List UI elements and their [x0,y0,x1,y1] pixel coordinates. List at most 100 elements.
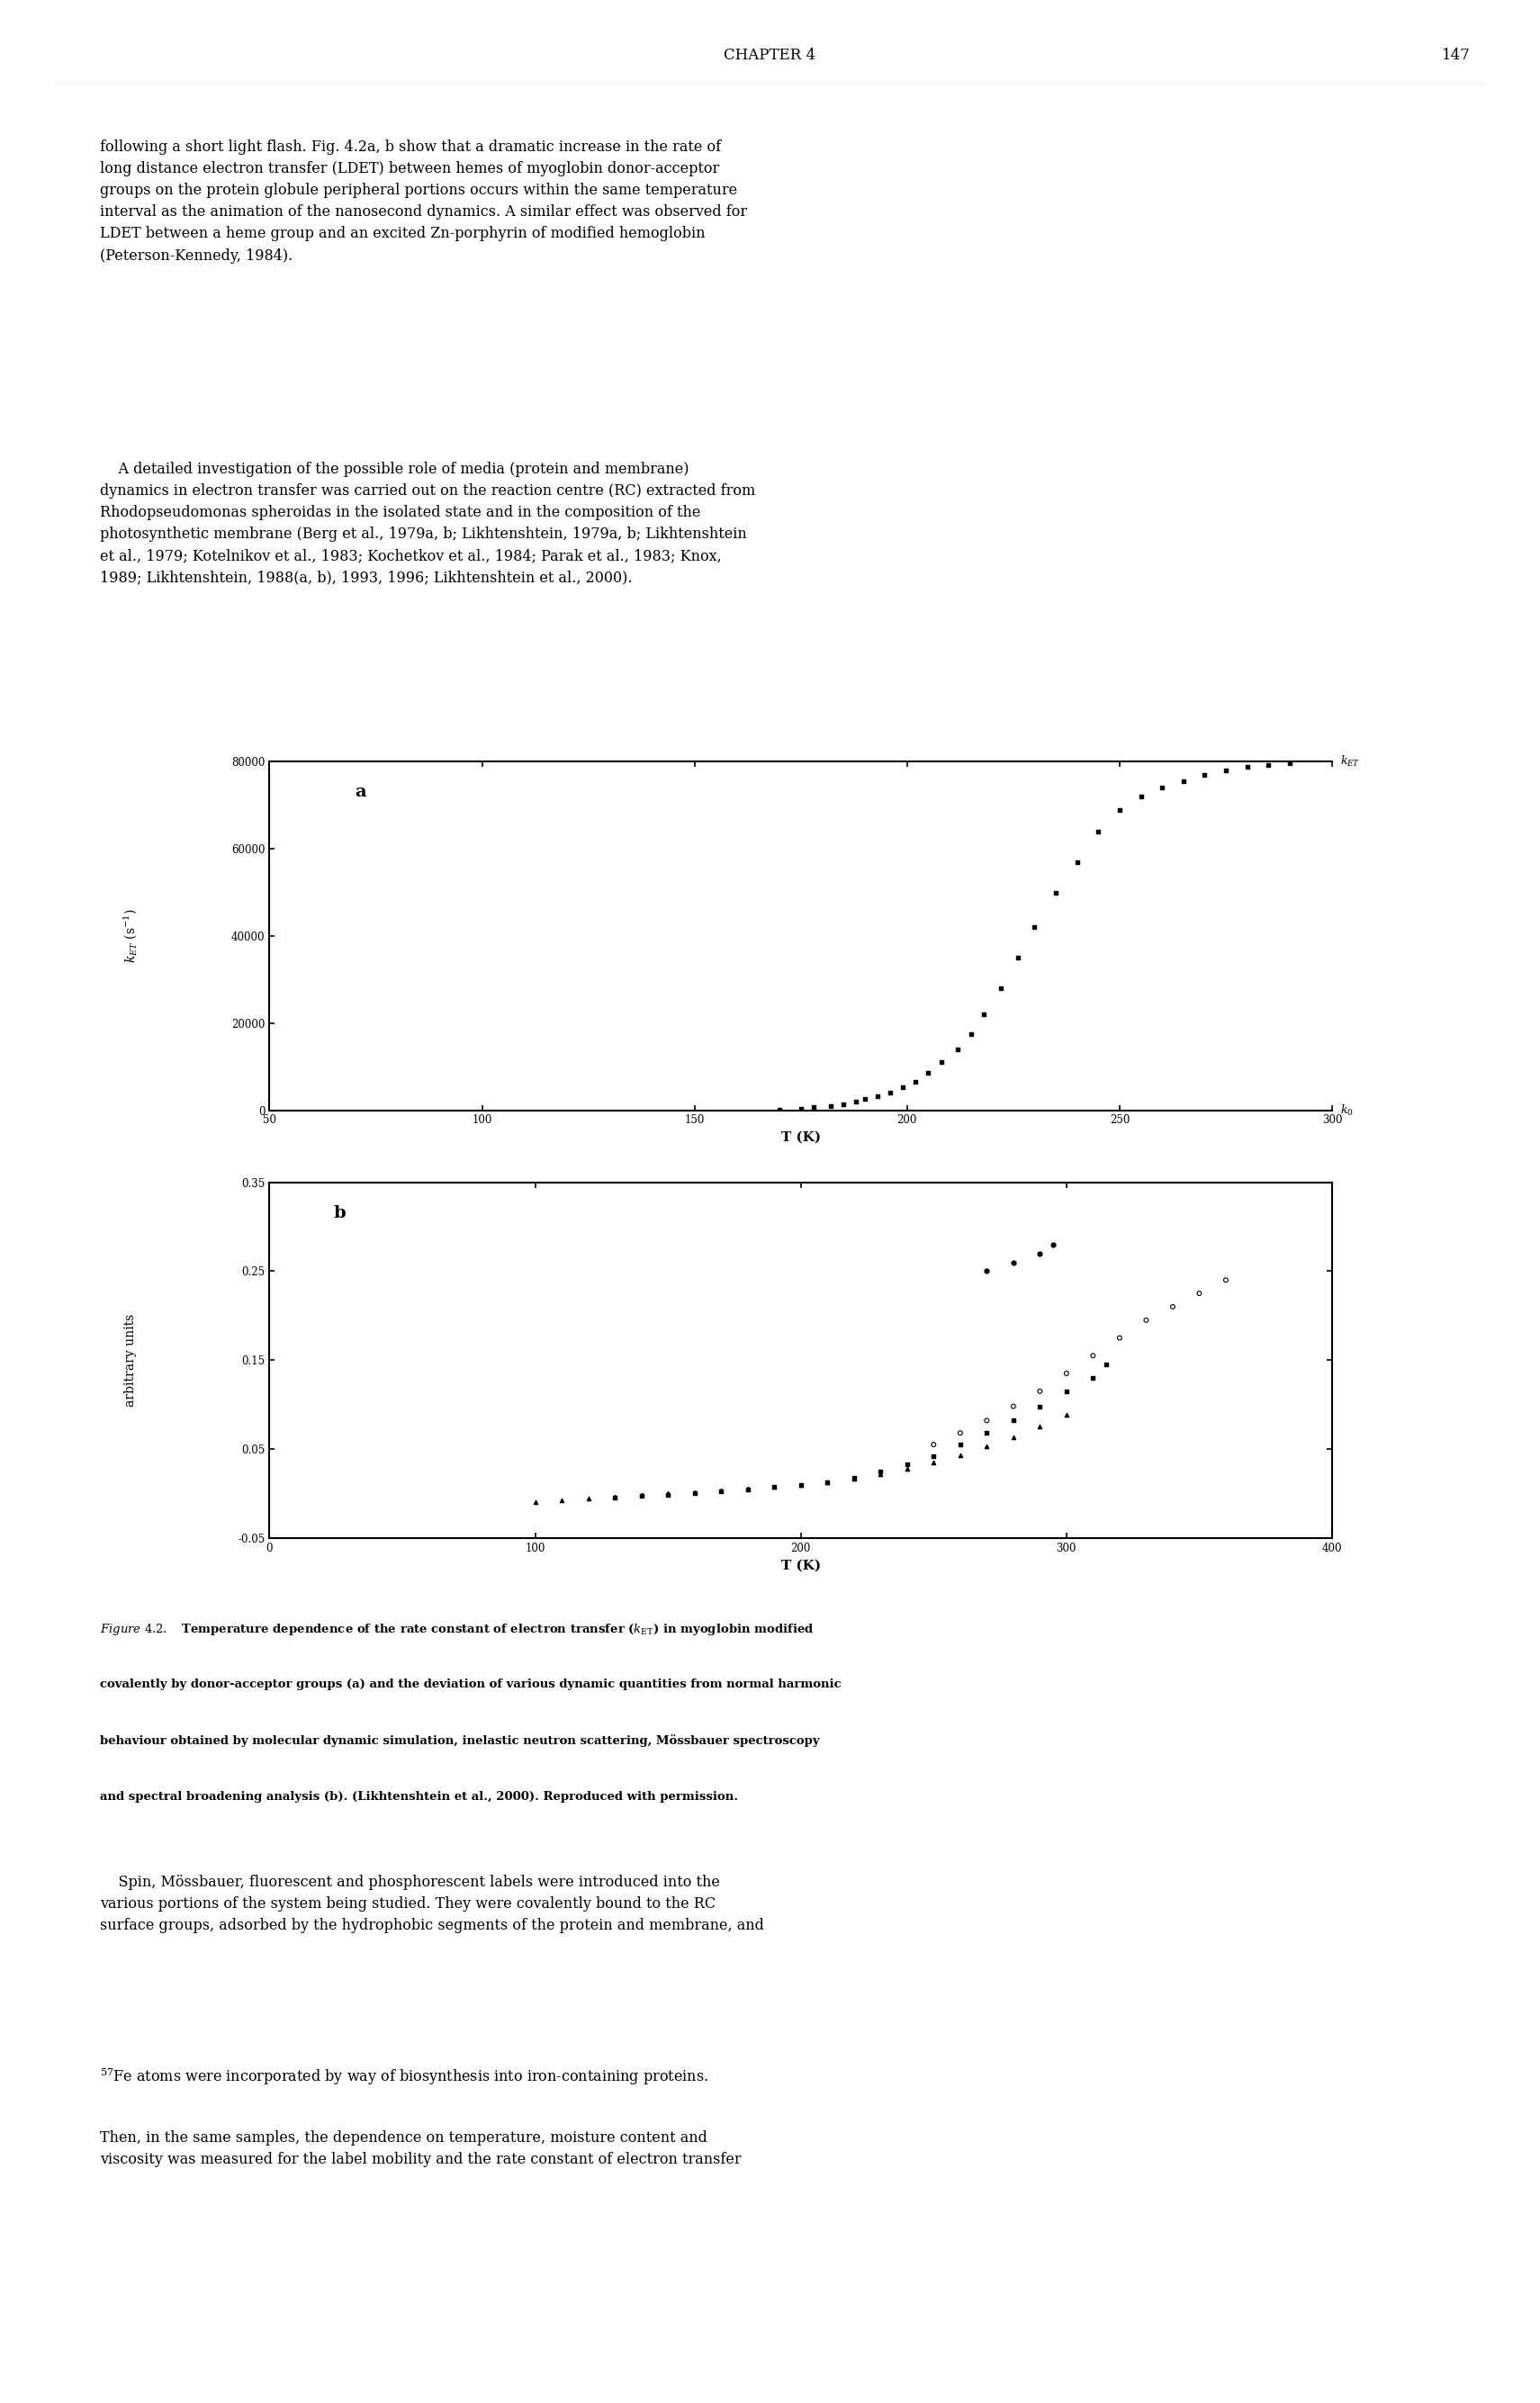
Text: $k_{ET}$: $k_{ET}$ [1340,755,1360,769]
Point [1086,812,1110,851]
Point [1001,1401,1026,1439]
Point [1001,1242,1026,1281]
Point [788,1466,813,1504]
Text: and spectral broadening analysis (b). (Likhtenshtein et al., 2000). Reproduced w: and spectral broadening analysis (b). (L… [100,1790,738,1802]
Point [656,1475,681,1514]
Text: $k_{ET}$ (s$^{-1}$): $k_{ET}$ (s$^{-1}$) [122,908,140,964]
Point [844,1084,869,1122]
Text: behaviour obtained by molecular dynamic simulation, inelastic neutron scattering: behaviour obtained by molecular dynamic … [100,1735,819,1747]
Text: Spin, Mössbauer, fluorescent and phosphorescent labels were introduced into the
: Spin, Mössbauer, fluorescent and phospho… [100,1874,764,1932]
Point [841,1459,865,1497]
Point [1027,1372,1052,1411]
Point [865,1077,890,1115]
Point [576,1480,601,1519]
Point [815,1463,839,1502]
Point [1170,762,1195,800]
Point [1150,769,1175,807]
Point [975,1427,999,1466]
Point [972,995,996,1033]
Point [682,1473,707,1514]
Point [628,1478,653,1516]
Point [975,1401,999,1439]
Point [975,1252,999,1290]
Point [1129,776,1153,815]
Point [1107,1319,1132,1358]
Point [1161,1288,1186,1326]
Point [895,1449,919,1487]
Point [890,1069,915,1108]
Text: 147: 147 [1441,48,1471,62]
Point [852,1079,876,1117]
Point [1001,1418,1026,1456]
Point [801,1089,825,1127]
X-axis label: T (K): T (K) [781,1132,821,1144]
Point [895,1444,919,1483]
Point [975,1413,999,1451]
Text: arbitrary units: arbitrary units [125,1314,137,1406]
Point [1081,1336,1106,1375]
Point [1064,843,1089,882]
Point [947,1437,972,1475]
Point [946,1031,970,1069]
Text: a: a [354,783,367,800]
Point [1006,940,1030,978]
Point [1001,1387,1026,1425]
Point [1053,1396,1078,1435]
Point [1133,1300,1158,1338]
Point [550,1480,574,1519]
Point [735,1471,759,1509]
Point [1235,747,1260,786]
Point [869,1451,893,1490]
Point [841,1459,865,1497]
Point [1044,872,1069,911]
Point [762,1468,787,1507]
Point [1277,745,1301,783]
Point [989,968,1013,1007]
Point [1081,1358,1106,1396]
Point [929,1043,953,1081]
Point [916,1055,941,1093]
Point [921,1444,946,1483]
Point [1027,1235,1052,1274]
Point [708,1471,733,1509]
Point [602,1478,627,1516]
X-axis label: T (K): T (K) [781,1560,821,1572]
Text: $\it{Figure\ 4.2.}$   Temperature dependence of the rate constant of electron tr: $\it{Figure\ 4.2.}$ Temperature dependen… [100,1622,815,1636]
Point [1257,745,1281,783]
Text: $k_0$: $k_0$ [1340,1103,1354,1117]
Point [1214,1262,1238,1300]
Point [708,1473,733,1511]
Point [832,1084,856,1122]
Point [767,1091,792,1129]
Point [628,1475,653,1514]
Text: following a short light flash. Fig. 4.2a, b show that a dramatic increase in the: following a short light flash. Fig. 4.2a… [100,139,747,264]
Text: b: b [333,1206,345,1221]
Text: A detailed investigation of the possible role of media (protein and membrane)
dy: A detailed investigation of the possible… [100,461,756,586]
Point [788,1089,813,1127]
Point [818,1086,842,1125]
Point [869,1454,893,1492]
Text: Then, in the same samples, the dependence on temperature, moisture content and
v: Then, in the same samples, the dependenc… [100,2131,741,2168]
Point [602,1478,627,1516]
Point [1027,1408,1052,1447]
Point [921,1437,946,1475]
Point [1053,1372,1078,1411]
Point [1192,755,1217,793]
Text: covalently by donor-acceptor groups (a) and the deviation of various dynamic qua: covalently by donor-acceptor groups (a) … [100,1677,841,1689]
Point [1093,1346,1118,1384]
Point [788,1466,813,1504]
Point [904,1062,929,1101]
Text: CHAPTER 4: CHAPTER 4 [724,48,816,62]
Point [735,1471,759,1509]
Point [958,1014,983,1053]
Point [762,1468,787,1507]
Text: $^{57}$Fe atoms were incorporated by way of biosynthesis into iron-containing pr: $^{57}$Fe atoms were incorporated by way… [100,2067,708,2086]
Point [1027,1387,1052,1425]
Point [1053,1355,1078,1394]
Point [522,1483,548,1521]
Point [656,1473,681,1514]
Point [1187,1274,1212,1312]
Point [682,1473,707,1511]
Point [921,1425,946,1463]
Point [1041,1226,1066,1264]
